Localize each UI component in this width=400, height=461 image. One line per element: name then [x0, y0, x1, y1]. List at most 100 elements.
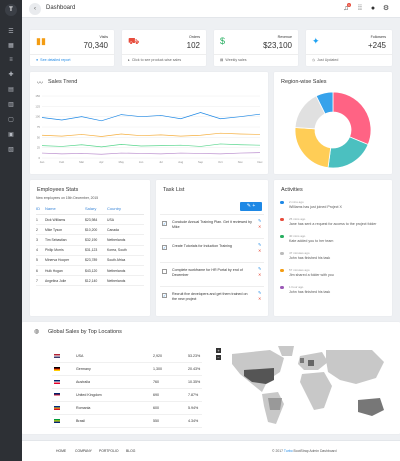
stat-footer-text[interactable]: See detailed report: [40, 58, 71, 62]
donut-slice[interactable]: [332, 91, 372, 146]
x-tick-label: Jun: [139, 160, 144, 164]
copyright: © 2017 Turbo BootStrap Admin Dashboard: [272, 449, 337, 453]
region-sales-donut: [294, 91, 372, 169]
menu-icon[interactable]: ☰: [8, 29, 14, 35]
table-cell: USA: [107, 214, 144, 226]
flag-icon: [54, 354, 60, 358]
task-delete-icon[interactable]: ✕: [258, 296, 262, 301]
task-edit-icon[interactable]: ✎: [258, 290, 262, 295]
copyright-brand[interactable]: Turbo: [283, 449, 293, 453]
location-row[interactable]: USA 2,920 53.23%: [52, 350, 202, 363]
x-tick-label: Mar: [79, 160, 84, 164]
bell-icon[interactable]: ♫: [343, 5, 349, 12]
table-cell: South Africa: [107, 255, 144, 266]
location-value: 600: [153, 406, 159, 410]
puzzle-icon[interactable]: ✚: [8, 72, 14, 78]
task-edit-icon[interactable]: ✎: [258, 266, 262, 271]
column-header[interactable]: Salary: [85, 206, 107, 215]
column-header[interactable]: ID: [36, 206, 45, 215]
grid-icon[interactable]: ▦: [8, 43, 14, 49]
table-icon[interactable]: ▤: [8, 87, 14, 93]
location-row[interactable]: Germany 1,300 20.43%: [52, 363, 202, 376]
task-item[interactable]: ✓ Recruit five developers and get them tr…: [160, 286, 264, 310]
stat-footer[interactable]: ▸ Click to see product-wise sales: [122, 54, 206, 65]
list-icon[interactable]: ≡: [9, 57, 13, 63]
y-tick-label: 0: [38, 156, 40, 160]
task-checkbox[interactable]: ✓: [162, 221, 167, 226]
task-edit-icon[interactable]: ✎: [258, 218, 262, 223]
footer-link-home[interactable]: HOME: [56, 449, 67, 453]
donut-slice[interactable]: [315, 91, 334, 115]
location-row[interactable]: Brasil 550 4.34%: [52, 415, 202, 428]
settings-icon[interactable]: ⚙: [382, 5, 390, 12]
table-cell: $23,984: [85, 214, 107, 226]
task-checkbox[interactable]: [162, 269, 167, 274]
user-icon[interactable]: ●: [370, 5, 376, 12]
pointer-icon: ▸: [128, 58, 130, 62]
stat-footer[interactable]: ● See detailed report: [30, 54, 114, 65]
task-edit-icon[interactable]: ✎: [258, 242, 262, 247]
file-icon[interactable]: ▢: [8, 117, 14, 123]
task-checkbox[interactable]: ✓: [162, 293, 167, 298]
task-checkbox[interactable]: ✓: [162, 245, 167, 250]
donut-slice[interactable]: [294, 127, 332, 169]
world-map[interactable]: [222, 344, 392, 428]
footer-link-portfolio[interactable]: PORTFOLIO: [99, 449, 119, 453]
map-zoom-in-button[interactable]: +: [216, 348, 221, 353]
location-value: 760: [153, 380, 159, 384]
table-cell: 2: [36, 224, 45, 236]
task-delete-icon[interactable]: ✕: [258, 248, 262, 253]
dollar-icon: $: [220, 36, 226, 46]
task-item[interactable]: Complete workframe for HR Portal by end …: [160, 262, 264, 286]
table-row[interactable]: 5 Minerva Hooper $23,789 South Africa: [36, 255, 144, 266]
table-cell: 5: [36, 255, 45, 266]
task-delete-icon[interactable]: ✕: [258, 224, 262, 229]
series-line: [41, 143, 261, 148]
task-text: Conclude Annual Training Plan. Get it re…: [172, 220, 252, 229]
stat-footer-text[interactable]: Click to see product-wise sales: [131, 58, 182, 62]
card-title: Global Sales by Top Locations: [48, 329, 122, 335]
apps-icon[interactable]: ⁞⁞: [358, 5, 362, 12]
activity-item: 47 minutes ago John has finished his task: [280, 251, 390, 265]
location-row[interactable]: United Kingdom 690 7.87%: [52, 389, 202, 402]
table-cell: 1: [36, 214, 45, 226]
stat-footer[interactable]: ◷ Just Updated: [306, 54, 392, 65]
table-header-row: ID Name Salary Country: [36, 206, 144, 215]
add-task-button[interactable]: ✎ +: [240, 202, 262, 211]
stat-footer-text[interactable]: Just Updated: [317, 58, 339, 62]
layers-icon[interactable]: ▥: [8, 102, 14, 108]
table-cell: 7: [36, 275, 45, 287]
stat-footer[interactable]: ▤ Weekly sales: [214, 54, 298, 65]
task-item[interactable]: ✓ Conclude Annual Training Plan. Get it r…: [160, 214, 264, 238]
table-row[interactable]: 2 Mike Tyson $10,200 Canada: [36, 224, 144, 236]
table-row[interactable]: 1 Dick Williams $23,984 USA: [36, 214, 144, 226]
gallery-icon[interactable]: ▧: [8, 147, 14, 153]
task-delete-icon[interactable]: ✕: [258, 272, 262, 277]
x-tick-label: Apr: [99, 160, 103, 164]
footer: HOME COMPANY PORTFOLIO BLOG © 2017 Turbo…: [22, 440, 400, 461]
location-country: USA: [76, 354, 84, 358]
x-tick-label: Nov: [238, 160, 244, 164]
location-row[interactable]: Australia 760 10.35%: [52, 376, 202, 389]
table-cell: $12,140: [85, 275, 107, 287]
stat-footer-text[interactable]: Weekly sales: [225, 58, 247, 62]
back-button[interactable]: ‹: [29, 3, 41, 15]
table-row[interactable]: 3 Tim Sebastian $32,190 Netherlands: [36, 234, 144, 246]
trend-icon: 〰: [37, 81, 44, 87]
column-header[interactable]: Name: [45, 206, 85, 215]
copyright-suffix: BootStrap Admin Dashboard: [292, 449, 337, 453]
table-row[interactable]: 4 Philip Morris $31,123 Korea, South: [36, 245, 144, 256]
footer-link-blog[interactable]: BLOG: [126, 449, 136, 453]
footer-link-company[interactable]: COMPANY: [75, 449, 92, 453]
copy-icon[interactable]: ▣: [8, 132, 14, 138]
flag-icon: [54, 406, 60, 410]
location-row[interactable]: Romania 600 5.94%: [52, 402, 202, 415]
table-row[interactable]: 7 Angelina Jolie $12,140 Netherlands: [36, 275, 144, 287]
logo[interactable]: T: [5, 4, 17, 16]
map-zoom-out-button[interactable]: −: [216, 355, 221, 360]
x-tick-label: Aug: [178, 160, 183, 164]
table-cell: Netherlands: [107, 275, 144, 287]
column-header[interactable]: Country: [107, 206, 144, 215]
task-item[interactable]: ✓ Create Tutorials for Induction Training…: [160, 238, 264, 262]
table-row[interactable]: 6 Hulk Hogan $43,120 Netherlands: [36, 265, 144, 277]
